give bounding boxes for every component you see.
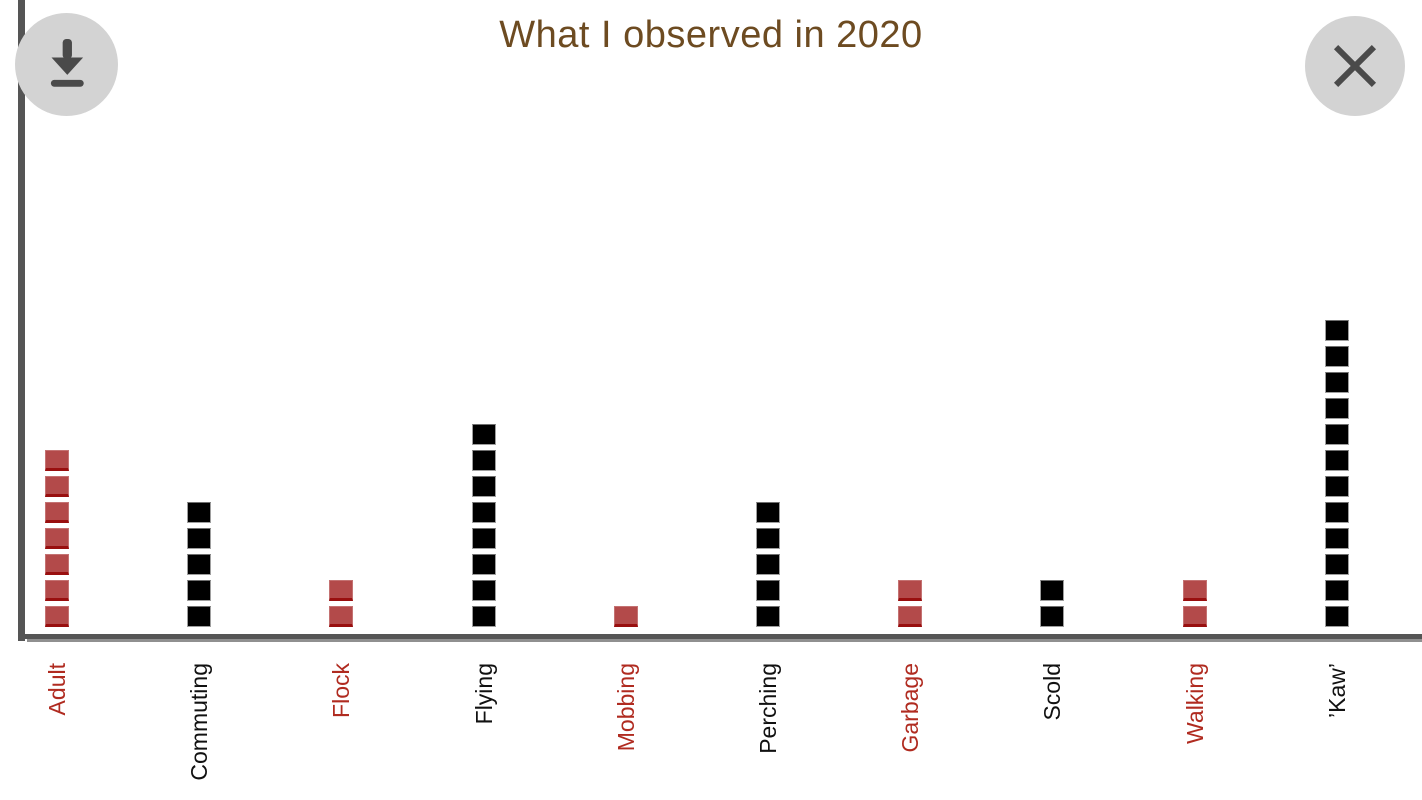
waffle-square: [45, 580, 69, 601]
waffle-square: [45, 450, 69, 471]
x-axis-label-walking: Walking: [1181, 663, 1208, 744]
waffle-square: [471, 606, 496, 627]
x-axis-line: [18, 634, 1422, 642]
waffle-square: [1324, 580, 1349, 601]
waffle-square: [1040, 606, 1065, 627]
x-axis-label-perching: Perching: [755, 663, 781, 754]
waffle-square: [45, 502, 69, 523]
waffle-square: [471, 554, 496, 575]
waffle-square: [471, 580, 496, 601]
x-axis-label-flying: Flying: [470, 663, 497, 725]
waffle-square: [756, 606, 780, 627]
waffle-square: [898, 606, 923, 627]
download-icon: [36, 34, 98, 96]
x-axis-label-kaw: ’Kaw’: [1323, 663, 1350, 718]
download-button[interactable]: [15, 13, 118, 116]
chart-title: What I observed in 2020: [499, 14, 923, 56]
x-axis-label-adult: Adult: [44, 663, 70, 716]
waffle-square: [45, 476, 69, 497]
waffle-square: [471, 450, 496, 471]
x-axis-label-commuting: Commuting: [186, 663, 213, 781]
waffle-square: [1324, 606, 1349, 627]
x-axis-label-scold: Scold: [1039, 663, 1066, 721]
waffle-square: [1324, 502, 1349, 523]
waffle-square: [187, 580, 212, 601]
waffle-square: [471, 476, 496, 497]
waffle-square: [471, 528, 496, 549]
waffle-square: [329, 580, 354, 601]
y-axis-line: [18, 0, 25, 641]
x-axis-label-flock: Flock: [328, 663, 355, 718]
waffle-square: [1324, 476, 1349, 497]
waffle-square: [187, 606, 212, 627]
waffle-square: [898, 580, 923, 601]
waffle-square: [471, 424, 496, 445]
waffle-square: [187, 528, 212, 549]
waffle-square: [1324, 554, 1349, 575]
waffle-square: [471, 502, 496, 523]
waffle-square: [1182, 606, 1207, 627]
waffle-square: [1324, 346, 1349, 367]
x-axis-label-garbage: Garbage: [897, 663, 924, 753]
x-axis-label-mobbing: Mobbing: [612, 663, 639, 752]
waffle-square: [756, 502, 780, 523]
waffle-square: [756, 528, 780, 549]
close-button[interactable]: [1305, 16, 1405, 116]
waffle-square: [756, 554, 780, 575]
waffle-square: [613, 606, 638, 627]
waffle-square: [45, 554, 69, 575]
waffle-square: [1040, 580, 1065, 601]
waffle-square: [1324, 424, 1349, 445]
waffle-square: [187, 554, 212, 575]
close-icon: [1325, 36, 1385, 96]
waffle-square: [1324, 320, 1349, 341]
waffle-square: [1324, 372, 1349, 393]
waffle-square: [1324, 528, 1349, 549]
waffle-square: [45, 528, 69, 549]
waffle-square: [1324, 450, 1349, 471]
waffle-square: [45, 606, 69, 627]
waffle-square: [187, 502, 212, 523]
waffle-square: [1182, 580, 1207, 601]
waffle-square: [756, 580, 780, 601]
waffle-square: [1324, 398, 1349, 419]
waffle-square: [329, 606, 354, 627]
